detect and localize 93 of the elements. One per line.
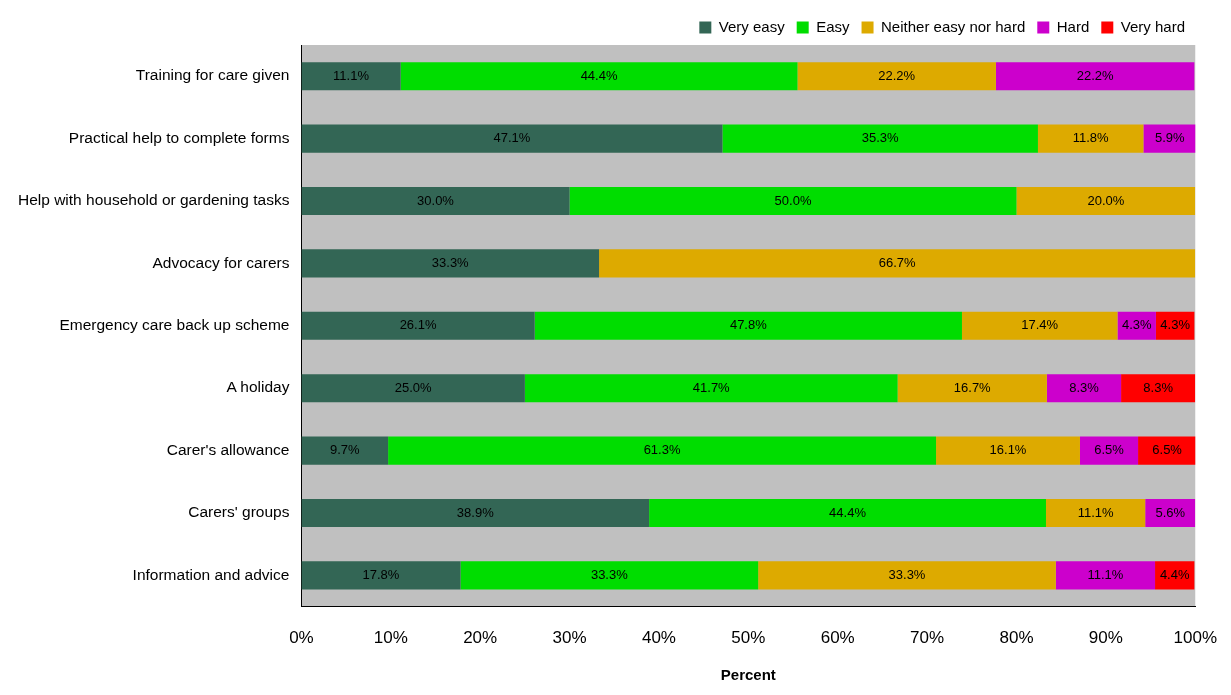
data-label: 16.7% (953, 379, 992, 395)
x-tick-label: 30% (552, 628, 587, 648)
legend-label: Easy (816, 17, 851, 35)
y-tick-label: Emergency care back up scheme (59, 316, 290, 334)
y-tick-label: Carers' groups (188, 503, 290, 521)
data-label: 6.5% (1152, 442, 1183, 458)
bar (301, 374, 525, 403)
x-tick-label: 10% (373, 628, 408, 648)
bar (534, 311, 962, 340)
data-label: 4.3% (1160, 317, 1191, 333)
bar (301, 561, 461, 590)
y-tick-label: Training for care given (135, 66, 290, 84)
data-label: 33.3% (590, 566, 629, 582)
data-label: 5.9% (1154, 130, 1186, 146)
bar (995, 62, 1195, 91)
data-label: 4.3% (1121, 317, 1152, 333)
y-tick-label: Advocacy for carers (152, 253, 290, 271)
x-tick-label: 80% (999, 628, 1034, 648)
data-label: 33.3% (431, 254, 470, 270)
bar (649, 498, 1046, 528)
data-label: 4.4% (1159, 566, 1190, 582)
bar (1016, 186, 1196, 216)
bar (722, 124, 1038, 153)
bar (301, 436, 389, 465)
data-label: 5.6% (1155, 504, 1186, 520)
data-label: 11.1% (1077, 504, 1114, 520)
bar (1055, 561, 1156, 590)
bar (301, 249, 600, 278)
x-tick-label: 40% (641, 628, 676, 648)
data-label: 11.1% (1087, 566, 1124, 582)
data-label: 20.0% (1087, 192, 1125, 208)
bar (936, 436, 1080, 465)
data-label: 17.4% (1021, 317, 1059, 333)
bar (1037, 124, 1144, 153)
data-label: 44.4% (580, 67, 618, 83)
data-label: 9.7% (329, 442, 361, 458)
x-tick-label: 70% (910, 628, 945, 648)
bar (301, 186, 570, 216)
data-label: 35.3% (861, 130, 900, 146)
x-tick-label: 100% (1173, 628, 1217, 648)
bar (599, 249, 1196, 278)
data-label: 11.8% (1072, 130, 1110, 146)
bar (400, 62, 798, 91)
x-tick-label: 0% (289, 628, 314, 648)
bar (388, 436, 937, 465)
data-label: 8.3% (1069, 379, 1100, 395)
bar (524, 374, 898, 403)
bar (301, 498, 650, 528)
bar (569, 186, 1017, 216)
legend-label: Very hard (1120, 17, 1186, 35)
x-tick-label: 20% (463, 628, 498, 648)
x-tick-label: 60% (820, 628, 855, 648)
data-label: 30.0% (417, 192, 455, 208)
y-tick-label: Carer's allowance (166, 440, 290, 458)
data-label: 22.2% (878, 67, 916, 83)
data-label: 61.3% (643, 442, 681, 458)
data-label: 47.1% (493, 130, 531, 146)
y-tick-label: A holiday (226, 378, 290, 396)
x-tick-label: 50% (731, 628, 766, 648)
y-tick-label: Practical help to complete forms (68, 128, 290, 146)
bar (301, 62, 401, 91)
data-label: 16.1% (989, 442, 1027, 458)
data-label: 38.9% (456, 504, 495, 520)
bar (301, 311, 535, 340)
legend-label: Hard (1056, 17, 1090, 35)
bar (301, 124, 723, 153)
data-label: 50.0% (774, 192, 812, 208)
data-label: 6.5% (1094, 442, 1125, 458)
data-label: 25.0% (394, 379, 433, 395)
legend-label: Neither easy nor hard (881, 17, 1026, 35)
data-label: 26.1% (399, 317, 437, 333)
bar (897, 374, 1047, 403)
data-label: 66.7% (878, 254, 917, 270)
data-label: 33.3% (888, 566, 926, 582)
data-label: 8.3% (1143, 379, 1174, 395)
bar (1046, 374, 1122, 403)
x-axis-title: Percent (720, 666, 776, 684)
x-tick-label: 90% (1088, 628, 1123, 648)
data-label: 44.4% (829, 504, 867, 520)
bar (1121, 374, 1196, 403)
bar (1045, 498, 1146, 528)
y-tick-label: Information and advice (132, 565, 290, 583)
data-label: 41.7% (692, 379, 731, 395)
bar (797, 62, 996, 91)
bar (460, 561, 759, 590)
bar (758, 561, 1056, 590)
legend-label: Very easy (718, 17, 786, 35)
data-label: 22.2% (1076, 67, 1115, 83)
data-label: 17.8% (362, 566, 400, 582)
data-label: 11.1% (333, 67, 370, 83)
data-label: 47.8% (729, 317, 768, 333)
y-tick-label: Help with household or gardening tasks (17, 191, 290, 209)
bar (961, 311, 1118, 340)
